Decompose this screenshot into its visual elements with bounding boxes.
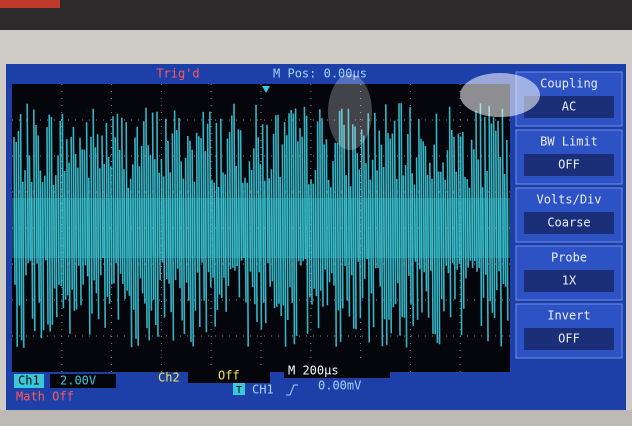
ch2-value: Off — [218, 369, 240, 383]
trigger-icon: T — [236, 385, 242, 396]
menu-label: Probe — [551, 251, 587, 265]
timebase: M 200µs — [288, 364, 339, 378]
glare — [460, 73, 540, 117]
trigger-status: Trig'd — [156, 67, 199, 81]
glare — [328, 74, 372, 150]
menu-value: OFF — [558, 332, 580, 346]
menu-label: Coupling — [540, 77, 598, 91]
trigger-level: 0.00mV — [318, 379, 361, 393]
menu-value: AC — [562, 100, 576, 114]
oscilloscope-photo: Trig'd M Pos: 0.00µs CouplingACBW LimitO… — [0, 0, 632, 426]
ch1-label: Ch1 — [18, 374, 40, 388]
math-status: Math Off — [16, 390, 74, 404]
menu-label: Volts/Div — [536, 193, 601, 207]
side-menu: Coupling AC BW Limit OFF Volts/Div Coarse Prob… — [516, 72, 622, 358]
waveform-band — [12, 198, 510, 258]
bezel-bottom — [0, 410, 632, 426]
menu-label: Invert — [547, 309, 590, 323]
ch2-label: Ch2 — [158, 371, 180, 385]
menu-value: OFF — [558, 158, 580, 172]
menu-label: BW Limit — [540, 135, 598, 149]
bezel-top — [0, 0, 632, 30]
ch1-scale: 2.00V — [60, 374, 96, 388]
menu-value: Coarse — [547, 216, 590, 230]
trigger-source: CH1 — [252, 383, 274, 397]
bezel-accent — [0, 0, 60, 8]
menu-value: 1X — [562, 274, 577, 288]
